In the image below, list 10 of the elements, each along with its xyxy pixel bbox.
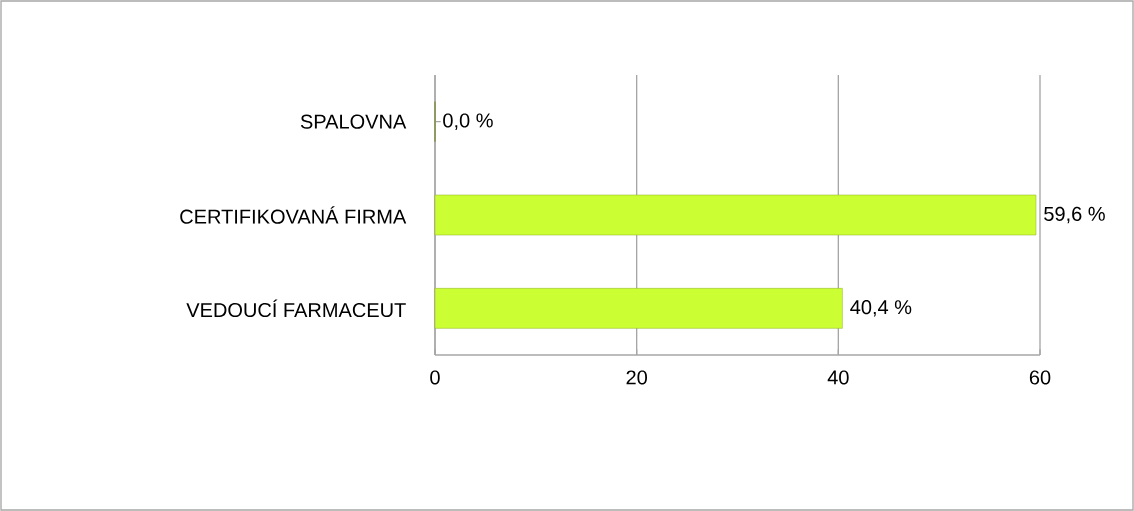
y-tick-label: CERTIFIKOVANÁ FIRMA xyxy=(180,206,407,224)
y-tick-label: VEDOUCÍ FARMACEUT xyxy=(186,299,406,318)
x-tick-label: 60 xyxy=(1029,370,1051,385)
data-label: 40,4 % xyxy=(850,300,912,317)
x-tick-label: 20 xyxy=(626,370,647,385)
x-tick-label: 40 xyxy=(827,370,849,385)
y-tick-label: SPALOVNA xyxy=(300,114,407,129)
data-label: 59,6 % xyxy=(1044,206,1105,224)
data-label: 0,0 % xyxy=(443,113,493,130)
x-tick-label: 0 xyxy=(430,370,440,385)
